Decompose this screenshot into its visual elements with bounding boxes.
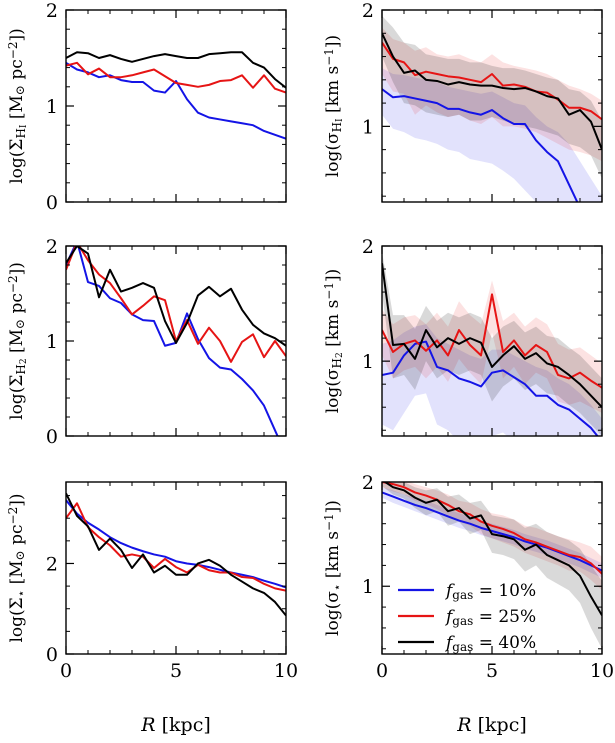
y-axis-label: log(ΣHI [M⊙ pc−2]) xyxy=(6,28,29,184)
y-tick-label: 2 xyxy=(362,0,374,22)
plot-area xyxy=(382,251,602,436)
legend-item-f40: fgas = 40% xyxy=(398,633,536,654)
band-f25 xyxy=(382,27,602,162)
legend: fgas = 10% fgas = 25% fgas = 40% xyxy=(398,581,536,654)
x-tick-label: 10 xyxy=(590,660,614,682)
band-f10 xyxy=(382,68,602,202)
panel-sigma-H2: 0 1 2 log(ΣH2 [M⊙ pc−2]) xyxy=(6,236,287,448)
panels: 0 1 2 log(ΣHI [M⊙ pc−2]) 0 1 2 log(ΣH2 [M⊙ pc−2… xyxy=(6,0,614,682)
panel-dispersion-H2: 1 2 log(σH2 [km s−1]) xyxy=(322,236,603,437)
series-line-f10 xyxy=(66,499,286,589)
legend-label: fgas = 25% xyxy=(444,607,536,628)
y-axis-label: log(σ⋆ [km s−1]) xyxy=(322,500,344,636)
y-axis-label: log(σH2 [km s−1]) xyxy=(322,269,345,414)
x-tick-label: 10 xyxy=(274,660,298,682)
legend-label: fgas = 10% xyxy=(444,581,536,602)
band-f40 xyxy=(382,15,602,179)
x-tick-label: 5 xyxy=(486,660,498,682)
series-line-f40 xyxy=(383,482,602,616)
plot-area xyxy=(382,15,602,202)
plot-area xyxy=(66,246,286,436)
x-tick-label: 0 xyxy=(60,660,72,682)
y-tick-label: 0 xyxy=(46,644,58,666)
series-line-f40 xyxy=(66,51,286,89)
plot-area xyxy=(382,482,602,649)
y-tick-label: 1 xyxy=(46,96,58,118)
plot-area xyxy=(66,492,286,617)
y-tick-label: 2 xyxy=(362,236,374,258)
series-line-f40 xyxy=(382,32,602,151)
y-axis-label: log(ΣH2 [M⊙ pc−2]) xyxy=(6,262,29,420)
series-line-f40 xyxy=(66,492,286,617)
x-axis-label: R [kpc] xyxy=(456,714,527,736)
legend-item-f10: fgas = 10% xyxy=(398,581,536,602)
y-tick-label: 2 xyxy=(46,553,58,575)
series-line-f10 xyxy=(66,61,286,140)
series-line-f25 xyxy=(382,482,602,575)
y-tick-label: 1 xyxy=(362,576,374,598)
series-line-f40 xyxy=(382,263,602,408)
panel-dispersion-HI: 1 2 log(σHI [km s−1]) xyxy=(322,0,603,203)
y-axis-label: log(Σ⋆ [M⊙ pc−2]) xyxy=(6,493,28,642)
x-axis-label: R [kpc] xyxy=(140,714,211,736)
series-line-f40 xyxy=(66,246,286,347)
legend-label: fgas = 40% xyxy=(444,633,536,654)
y-tick-label: 2 xyxy=(46,236,58,258)
y-tick-label: 0 xyxy=(46,192,58,214)
panel-sigma-HI: 0 1 2 log(ΣHI [M⊙ pc−2]) xyxy=(6,0,287,214)
band-f25 xyxy=(382,482,602,591)
x-tick-label: 0 xyxy=(376,660,388,682)
panel-dispersion-star: 0 5 10 1 2 log(σ⋆ [km s−1]) xyxy=(322,472,614,682)
y-tick-label: 1 xyxy=(362,351,374,373)
band-f10 xyxy=(382,324,602,436)
series-line-f25 xyxy=(382,293,602,389)
x-tick-label: 5 xyxy=(170,660,182,682)
series-line-f10 xyxy=(382,88,579,202)
band-f40 xyxy=(382,251,602,436)
band-f40 xyxy=(382,482,602,649)
series-line-f25 xyxy=(66,61,286,94)
x-axis-labels: R [kpc] R [kpc] xyxy=(140,714,527,736)
y-tick-label: 2 xyxy=(46,0,58,22)
series-line-f25 xyxy=(66,502,286,592)
y-tick-label: 0 xyxy=(46,426,58,448)
plot-area xyxy=(66,51,286,140)
band-f25 xyxy=(382,280,602,413)
y-tick-label: 1 xyxy=(362,116,374,138)
axes-frame xyxy=(65,9,287,203)
y-tick-label: 2 xyxy=(362,472,374,494)
y-axis-label: log(σHI [km s−1]) xyxy=(322,35,345,177)
legend-item-f25: fgas = 25% xyxy=(398,607,536,628)
series-line-f25 xyxy=(66,246,286,363)
panel-sigma-star: 0 5 10 0 2 log(Σ⋆ [M⊙ pc−2]) xyxy=(6,481,298,682)
y-tick-label: 1 xyxy=(46,331,58,353)
